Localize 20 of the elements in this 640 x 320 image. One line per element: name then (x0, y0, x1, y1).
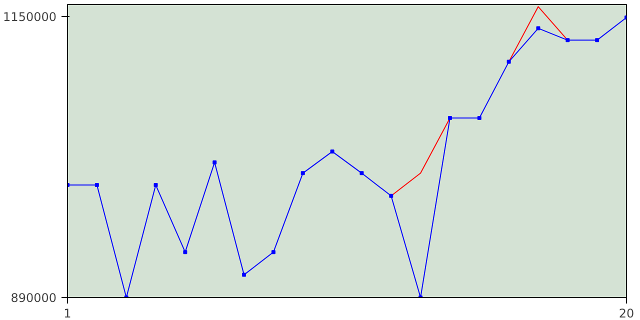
point (330, 150, 334, 154)
point (448, 116, 452, 120)
x-tick-label: 1 (64, 306, 72, 320)
point (536, 26, 540, 30)
x-tick-label: 20 (618, 306, 634, 320)
y-tick-label: 1150000 (3, 10, 57, 24)
point (389, 194, 394, 198)
point (242, 272, 246, 277)
point (506, 60, 511, 64)
point (94, 183, 99, 188)
point (477, 116, 482, 120)
point (595, 38, 600, 42)
point (300, 171, 305, 176)
point (183, 250, 188, 254)
point (154, 183, 158, 188)
point (360, 171, 364, 176)
y-tick-label: 890000 (10, 291, 57, 305)
point (212, 160, 217, 164)
point (271, 250, 276, 254)
point (566, 38, 570, 42)
